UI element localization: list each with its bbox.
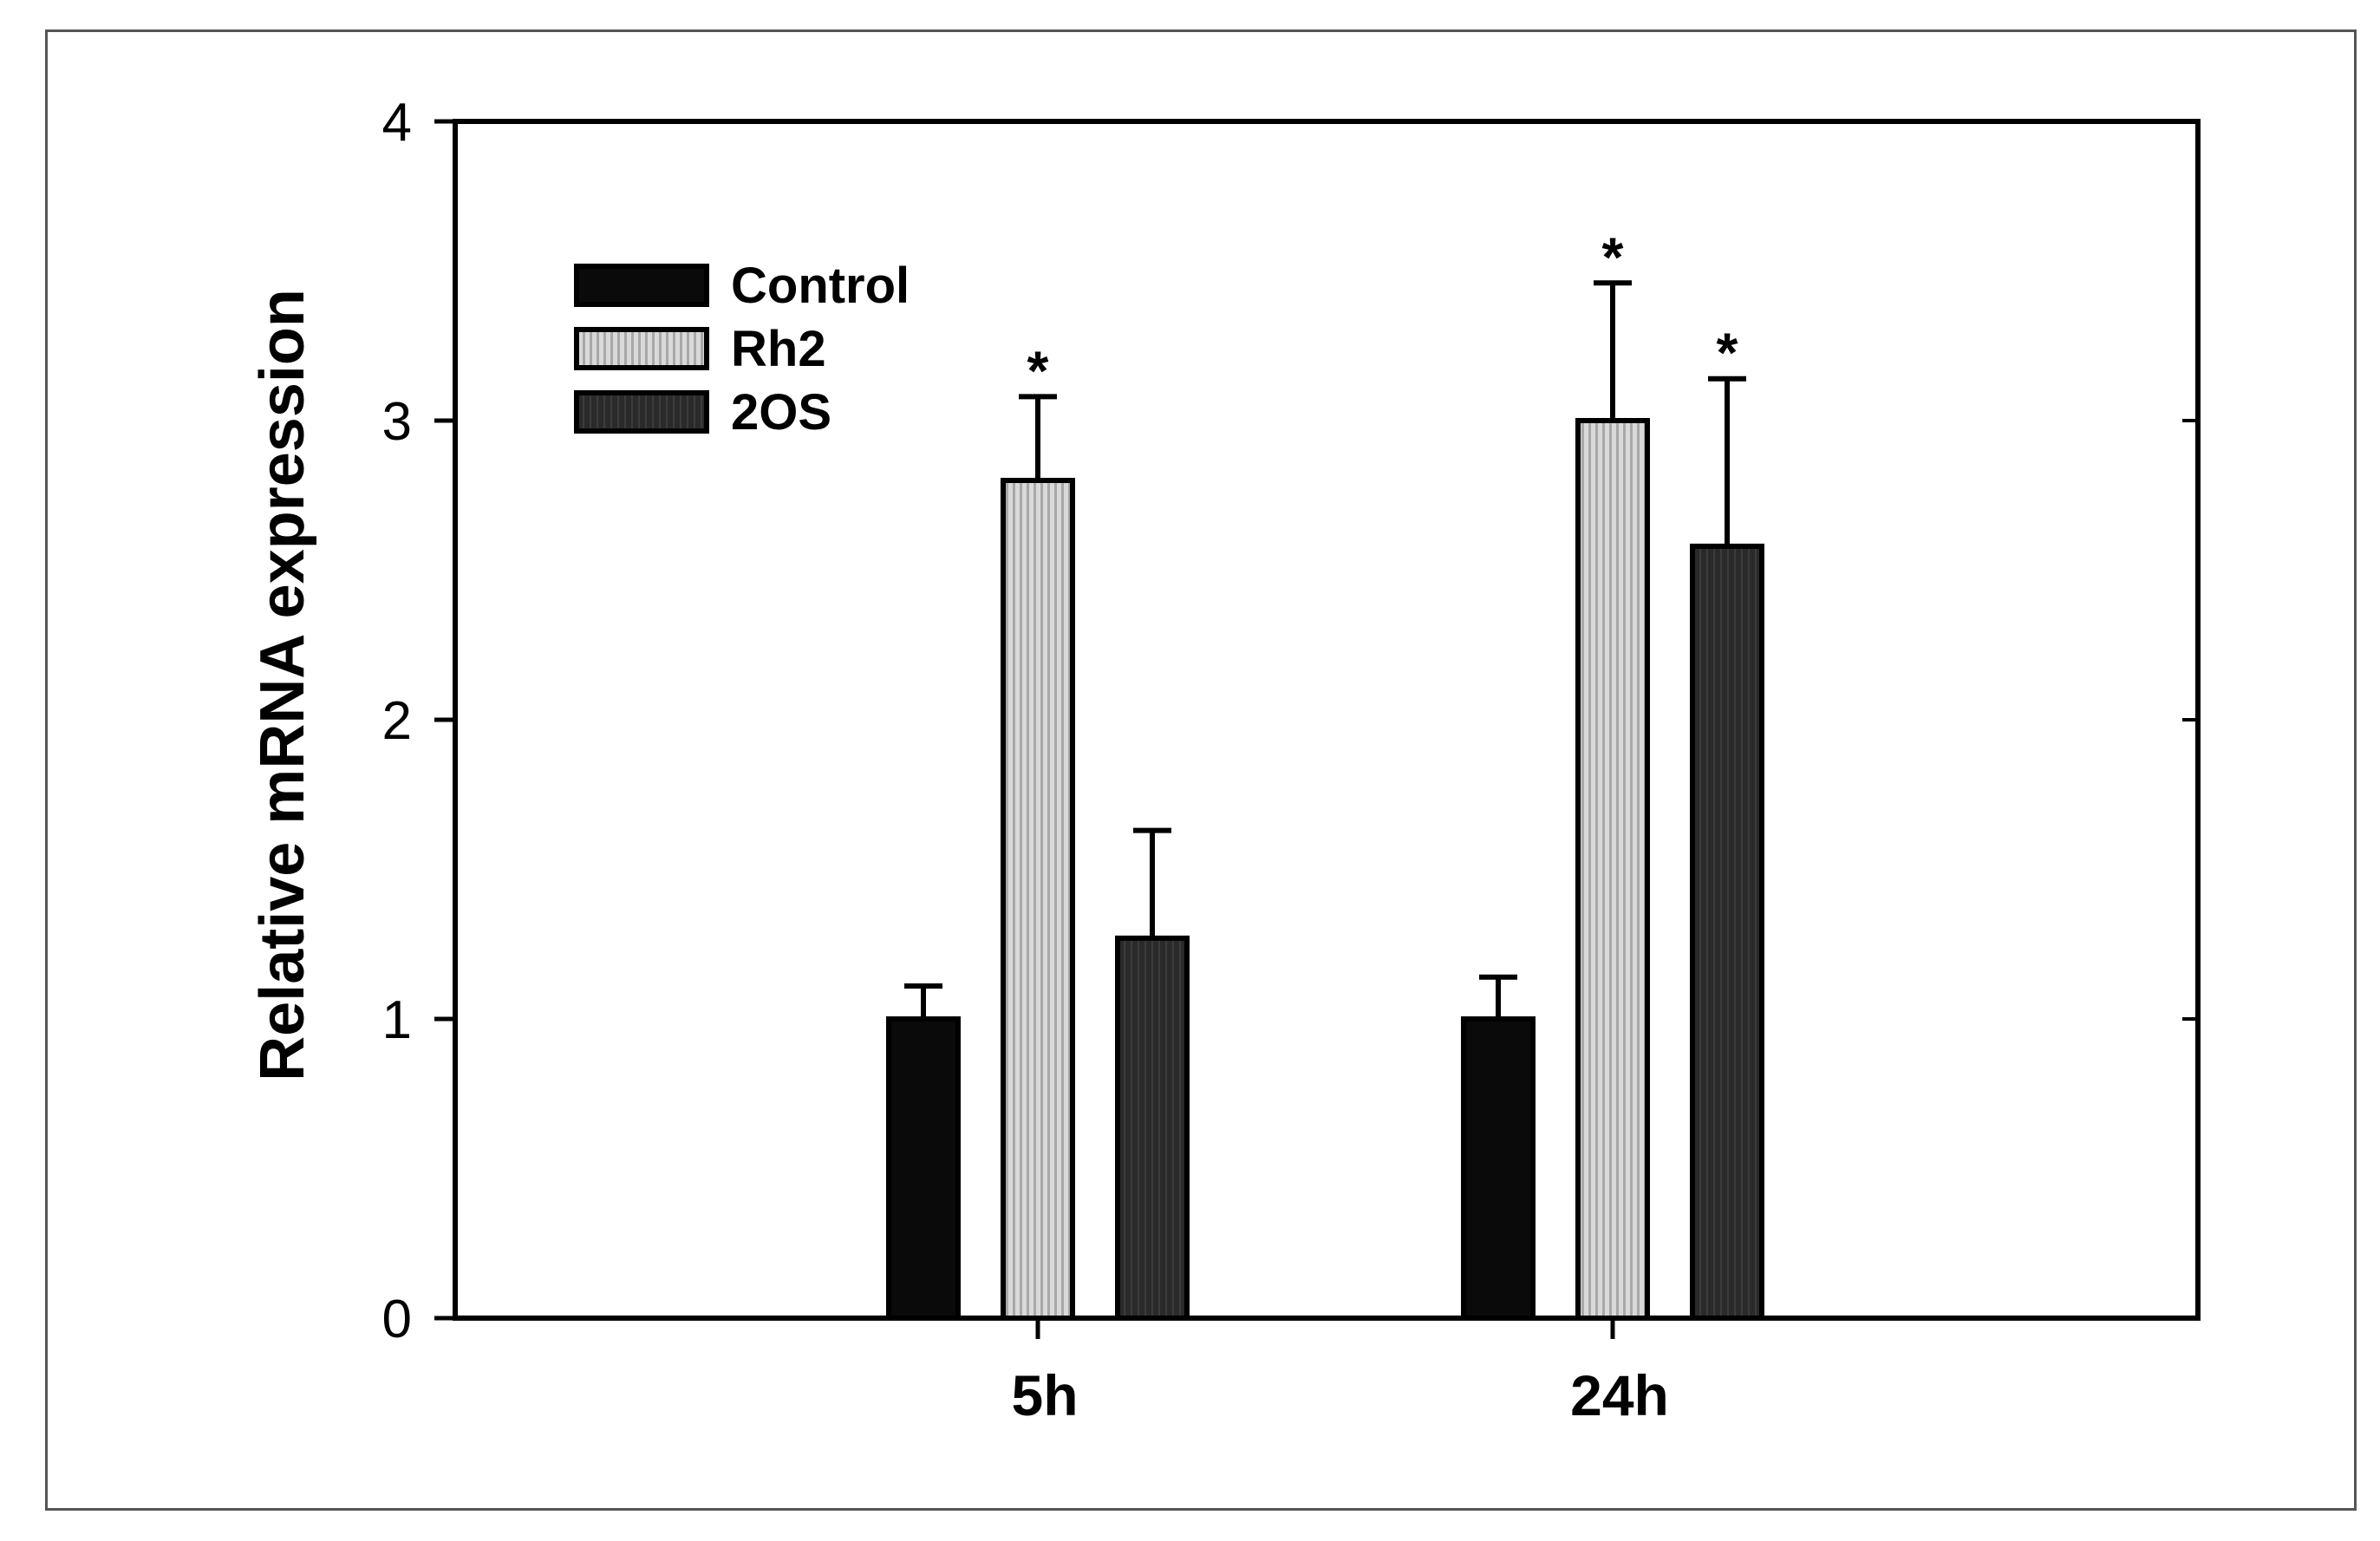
y-tick-label: 0 [382,1290,412,1349]
legend-swatch-control [574,264,709,307]
y-tick-label: 2 [382,691,412,751]
significance-marker: * [1602,225,1624,288]
y-tick-label: 3 [382,392,412,452]
significance-marker: * [1717,322,1738,384]
bars-group: * * * [886,225,1764,1321]
bar-control-5h [886,1016,961,1321]
y-tick-label: 1 [382,990,412,1050]
legend-swatch-rh2 [574,327,709,370]
bar-2os-5h [1115,935,1190,1321]
plot-border [453,119,2201,1321]
bar-rh2-24h [1575,418,1650,1321]
legend-label-rh2: Rh2 [731,321,826,377]
legend: Control Rh2 2OS [574,258,910,441]
legend-swatch-2os [574,390,709,434]
plot-area [453,119,2201,1321]
bar-control-24h [1461,1016,1536,1321]
bar-rh2-5h [1001,478,1075,1321]
y-tick-label: 4 [382,93,412,153]
y-axis-label: Relative mRNA expression [248,289,317,1081]
x-tick-label: 5h [1011,1363,1078,1427]
x-tick-label: 24h [1570,1363,1669,1427]
x-axis: 5h 24h [1011,1318,1669,1427]
y-axis: 0 1 2 3 4 [382,93,2198,1349]
bar-2os-24h [1690,543,1764,1321]
legend-label-2os: 2OS [731,384,831,441]
legend-label-control: Control [731,258,910,314]
significance-marker: * [1027,339,1049,402]
